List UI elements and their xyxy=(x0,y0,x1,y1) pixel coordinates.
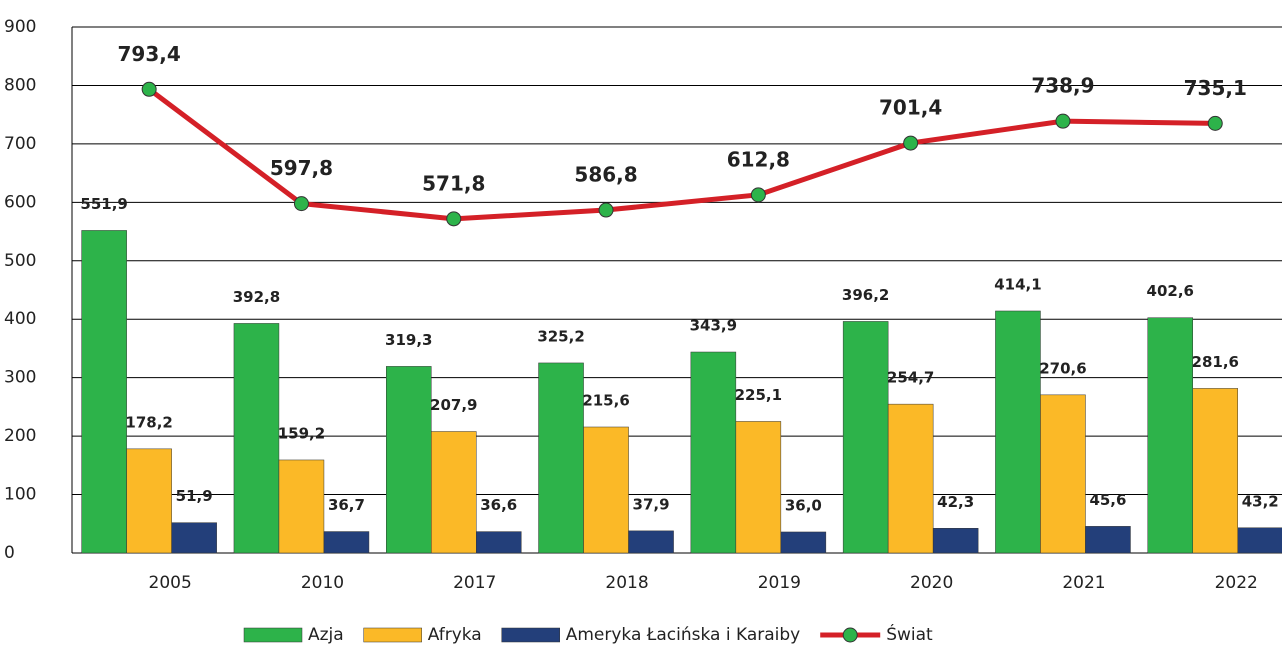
legend-label: Azja xyxy=(308,625,344,645)
marker xyxy=(141,81,157,97)
y-tick-label: 200 xyxy=(4,426,36,446)
bar xyxy=(1147,317,1193,554)
data-label: 738,9 xyxy=(1031,74,1094,98)
marker xyxy=(293,196,309,212)
data-label: 42,3 xyxy=(937,493,974,511)
bar xyxy=(932,528,979,554)
data-label: 597,8 xyxy=(270,156,333,180)
data-label: 45,6 xyxy=(1089,491,1126,509)
bar xyxy=(628,530,674,554)
y-tick-label: 800 xyxy=(4,75,36,95)
bar xyxy=(81,230,127,554)
legend-label: Świat xyxy=(886,623,933,645)
bar xyxy=(476,531,522,554)
data-label: 51,9 xyxy=(176,487,213,505)
data-label: 215,6 xyxy=(582,391,629,409)
bar xyxy=(842,321,889,554)
data-label: 402,6 xyxy=(1147,282,1194,300)
data-label: 270,6 xyxy=(1039,359,1086,377)
y-tick-label: 400 xyxy=(4,309,36,329)
bar xyxy=(995,310,1041,554)
data-label: 254,7 xyxy=(887,369,934,387)
legend-swatch xyxy=(501,627,560,643)
marker xyxy=(1055,113,1071,129)
bar xyxy=(1040,394,1086,554)
bar xyxy=(431,431,477,554)
bar xyxy=(1085,526,1131,554)
y-tick-label: 700 xyxy=(4,134,36,154)
bar xyxy=(126,448,172,554)
data-label: 207,9 xyxy=(430,396,477,414)
y-tick-label: 900 xyxy=(4,17,36,37)
y-tick-label: 300 xyxy=(4,368,36,388)
data-label: 37,9 xyxy=(633,495,670,513)
data-label: 396,2 xyxy=(842,286,889,304)
x-tick-label: 2017 xyxy=(453,573,496,593)
data-label: 793,4 xyxy=(118,42,181,66)
marker xyxy=(1207,115,1223,131)
bar xyxy=(1237,527,1282,554)
data-label: 319,3 xyxy=(385,331,432,349)
data-label: 281,6 xyxy=(1192,353,1239,371)
x-tick-label: 2018 xyxy=(605,573,648,593)
bar xyxy=(690,351,737,554)
bar xyxy=(386,366,432,554)
x-tick-label: 2019 xyxy=(758,573,801,593)
data-label: 225,1 xyxy=(735,386,782,404)
marker xyxy=(598,202,614,218)
data-label: 392,8 xyxy=(233,288,280,306)
bar xyxy=(538,362,584,554)
y-tick-label: 500 xyxy=(4,251,36,271)
data-label: 178,2 xyxy=(125,413,172,431)
legend-swatch xyxy=(243,627,303,643)
data-label: 735,1 xyxy=(1184,76,1247,100)
x-tick-label: 2020 xyxy=(910,573,953,593)
marker xyxy=(750,187,766,203)
bar xyxy=(780,531,827,554)
data-label: 36,0 xyxy=(785,496,822,514)
line xyxy=(147,87,1216,222)
x-tick-label: 2021 xyxy=(1062,573,1105,593)
bar xyxy=(278,459,325,554)
bar xyxy=(1192,388,1238,554)
data-label: 325,2 xyxy=(537,327,584,345)
bar xyxy=(735,421,782,554)
data-label: 612,8 xyxy=(727,147,790,171)
data-label: 343,9 xyxy=(690,317,737,335)
data-label: 36,7 xyxy=(328,496,365,514)
x-tick-label: 2022 xyxy=(1215,573,1258,593)
data-label: 36,6 xyxy=(480,496,517,514)
x-tick-label: 2010 xyxy=(301,573,344,593)
bar xyxy=(583,426,629,554)
legend-label: Afryka xyxy=(428,625,482,645)
data-label: 43,2 xyxy=(1242,492,1279,510)
y-tick-label: 600 xyxy=(4,192,36,212)
y-tick-label: 100 xyxy=(4,485,36,505)
bar xyxy=(233,323,280,554)
y-tick-label: 0 xyxy=(4,543,15,563)
legend-marker xyxy=(842,627,858,643)
x-tick-label: 2005 xyxy=(149,573,192,593)
legend-label: Ameryka Łacińska i Karaiby xyxy=(566,625,800,645)
data-label: 414,1 xyxy=(994,275,1041,293)
data-label: 551,9 xyxy=(80,195,127,213)
legend-swatch xyxy=(363,627,422,643)
marker xyxy=(446,211,462,227)
bar xyxy=(887,403,934,554)
data-label: 571,8 xyxy=(422,171,485,195)
bar xyxy=(323,531,370,554)
data-label: 159,2 xyxy=(278,424,325,442)
data-label: 586,8 xyxy=(574,163,637,187)
data-label: 701,4 xyxy=(879,96,942,120)
marker xyxy=(903,135,919,151)
bar xyxy=(171,522,217,554)
